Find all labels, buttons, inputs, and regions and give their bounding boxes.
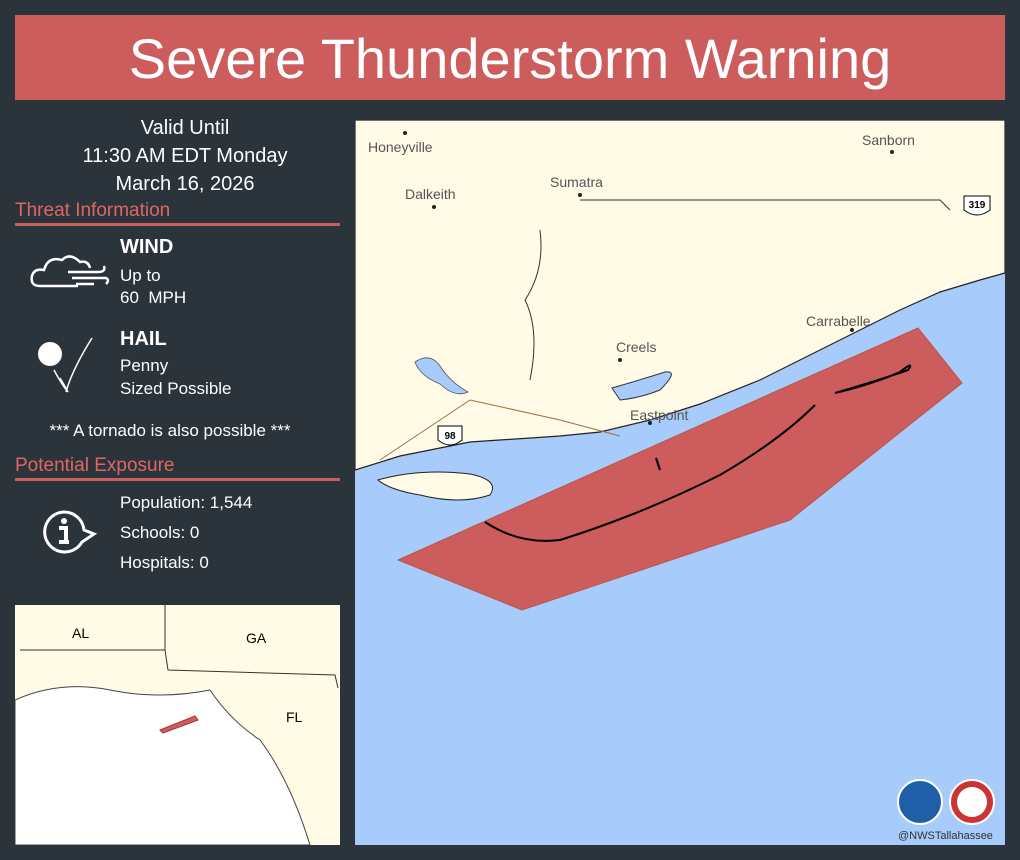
section-heading: Threat Information xyxy=(15,200,340,226)
population: Population: 1,544 xyxy=(120,493,253,512)
credit: @NWSTallahassee xyxy=(898,830,993,842)
section-heading: Potential Exposure xyxy=(15,455,340,481)
wind-icon xyxy=(30,255,110,288)
inset-map: AL GA FL xyxy=(15,605,340,845)
place-label: Sumatra xyxy=(550,174,603,190)
valid-time: 11:30 AM EDT Monday xyxy=(82,145,288,167)
hospitals: Hospitals: 0 xyxy=(120,553,209,572)
wind-line: Up to xyxy=(120,266,161,285)
wind-line: 60 MPH xyxy=(120,288,187,307)
place-label: Carrabelle xyxy=(806,313,871,329)
tornado-note: *** A tornado is also possible *** xyxy=(49,421,291,440)
main-map: Honeyville Dalkeith Sumatra Sanborn Carr… xyxy=(355,120,1005,845)
valid-label: Valid Until xyxy=(140,117,230,139)
wind-label: WIND xyxy=(120,236,174,258)
highway-shield: 319 xyxy=(969,200,986,211)
schools: Schools: 0 xyxy=(120,523,200,542)
place-label: Sanborn xyxy=(862,132,915,148)
logo xyxy=(957,787,987,817)
place-label: Honeyville xyxy=(368,139,433,155)
title: Severe Thunderstorm Warning xyxy=(15,15,1005,100)
place-label: Dalkeith xyxy=(405,186,456,202)
logo xyxy=(897,779,943,825)
hail-line: Sized Possible xyxy=(120,379,232,398)
hail-icon xyxy=(38,337,93,393)
info-icon xyxy=(43,510,98,554)
place-label: Eastpoint xyxy=(630,407,688,423)
hail-label: HAIL xyxy=(120,328,167,350)
highway-shield: 98 xyxy=(444,431,456,442)
place-label: Creels xyxy=(616,339,656,355)
state-label: AL xyxy=(72,625,89,641)
state-label: FL xyxy=(286,709,303,725)
valid-date: March 16, 2026 xyxy=(115,173,255,195)
hail-line: Penny xyxy=(120,356,169,375)
state-label: GA xyxy=(246,630,267,646)
